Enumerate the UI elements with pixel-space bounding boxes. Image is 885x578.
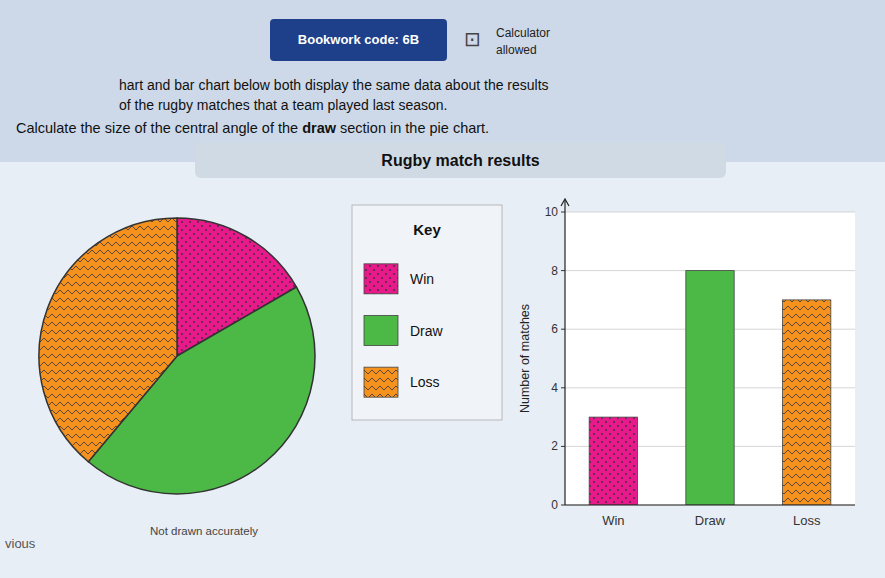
y-tick-label: 0 [551, 498, 558, 512]
bookwork-label: Bookwork code: 6B [298, 32, 419, 47]
bar [589, 417, 637, 505]
question-part: Calculate the size of the central angle … [16, 120, 302, 136]
charts-background [0, 162, 885, 578]
y-tick-label: 6 [551, 322, 558, 336]
calculator-icon: ⊡ [464, 28, 481, 50]
note: Not drawn accurately [150, 525, 258, 537]
question-part: draw [302, 120, 337, 136]
page: Bookwork code: 6B ⊡ Calculator allowed hart … [0, 0, 885, 578]
x-axis [565, 504, 855, 505]
bar [686, 271, 734, 505]
x-tick-label: Loss [793, 513, 821, 528]
legend: Key Win Draw Loss [352, 205, 502, 420]
bars [589, 271, 831, 505]
y-tick-label: 4 [551, 381, 558, 395]
y-axis [564, 200, 565, 505]
legend-swatch [364, 264, 398, 294]
legend-swatch [364, 367, 398, 397]
calculator-label: Calculator [496, 26, 550, 40]
x-tick-label: Draw [695, 513, 726, 528]
x-tick-label: Win [602, 513, 624, 528]
pie-slice [39, 218, 177, 462]
y-tick-label: 10 [545, 205, 559, 219]
plot-area [565, 212, 855, 505]
question-part: section in the pie chart. [336, 120, 489, 136]
legend-label: Win [410, 271, 434, 287]
y-axis-label: Number of matches [518, 304, 532, 413]
question-text: Calculate the size of the central angle … [16, 120, 489, 136]
question-text: of the rugby matches that a team played … [119, 97, 447, 113]
title-banner [195, 142, 726, 178]
y-tick-label: 2 [551, 439, 558, 453]
page-fragment: vious [5, 536, 36, 551]
bookwork-button [270, 19, 447, 61]
bar [783, 300, 831, 505]
bar-chart: 0 2 4 6 8 10 Win Draw Loss Number of matches [518, 199, 855, 528]
title: Rugby match results [381, 152, 539, 169]
question-text: hart and bar chart below both display th… [119, 77, 549, 93]
legend-box [352, 205, 502, 420]
pie [39, 218, 315, 494]
axis-arrow [561, 199, 569, 206]
legend-label: Loss [410, 374, 440, 390]
legend-swatch [364, 316, 398, 346]
grid-line [565, 505, 855, 506]
y-tick-label: 8 [551, 264, 558, 278]
grid-line [565, 212, 855, 213]
calculator-label: allowed [496, 43, 537, 57]
legend-label: Draw [410, 323, 444, 339]
legend-title: Key [413, 221, 441, 238]
background [0, 0, 885, 578]
